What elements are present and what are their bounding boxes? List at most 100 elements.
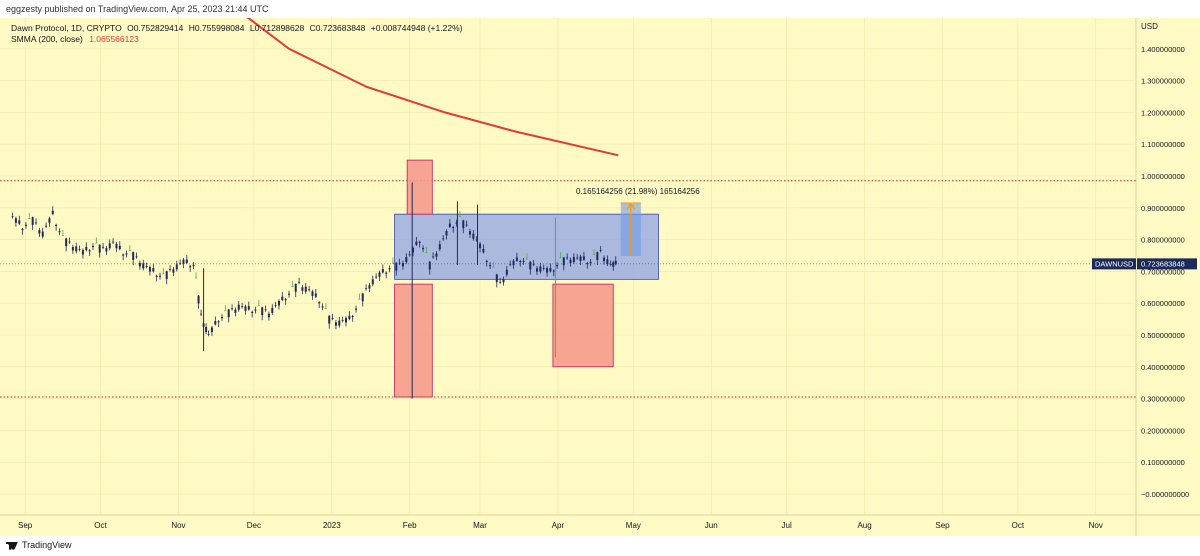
price-axis[interactable]: 1.400000000 1.300000000 1.200000000 1.10000… xyxy=(1141,45,1189,499)
candle-body xyxy=(301,287,304,291)
candle-body xyxy=(458,216,461,217)
candle-body xyxy=(391,262,394,264)
range-box xyxy=(394,213,659,280)
candle-body xyxy=(452,226,455,229)
time-tick-label: Nov xyxy=(1089,521,1103,530)
candle-body xyxy=(182,259,185,265)
candle-body xyxy=(368,285,371,289)
candle-body xyxy=(438,244,441,250)
price-tick-label: 1.100000000 xyxy=(1141,140,1185,149)
price-tick-label: −0.000000000 xyxy=(1141,490,1189,499)
candle-body xyxy=(197,295,200,304)
candle-body xyxy=(281,296,284,301)
candle-body xyxy=(606,259,609,265)
candle-body xyxy=(529,261,532,270)
candle-body xyxy=(28,218,31,219)
candle-body xyxy=(308,289,311,291)
time-tick-label: Mar xyxy=(473,521,487,530)
candle-body xyxy=(175,264,178,270)
candle-body xyxy=(499,281,502,283)
candle-body xyxy=(465,224,468,226)
candle-body xyxy=(445,231,448,236)
candle-body xyxy=(257,305,260,306)
candle-body xyxy=(11,216,14,218)
time-tick-label: Sep xyxy=(18,521,33,530)
candle-body xyxy=(61,235,64,236)
candle-body xyxy=(24,224,27,226)
candle-body xyxy=(358,298,361,300)
time-tick-label: Jun xyxy=(705,521,718,530)
candle-body xyxy=(298,281,301,283)
candle-body xyxy=(582,256,585,260)
candle-body xyxy=(267,313,270,318)
candle-body xyxy=(328,315,331,324)
time-tick-label: 2023 xyxy=(323,521,341,530)
red-box xyxy=(394,283,433,398)
candle-body xyxy=(165,271,168,280)
candle-body xyxy=(569,259,572,264)
candle-body xyxy=(576,257,579,259)
candle-body xyxy=(475,239,478,241)
candle-body xyxy=(210,327,213,332)
candle-body xyxy=(231,308,234,310)
candle-body xyxy=(189,266,192,268)
price-tick-label: 1.400000000 xyxy=(1141,45,1185,54)
candle-body xyxy=(314,293,317,297)
indicator-value: 1.065566123 xyxy=(89,34,139,44)
candle-body xyxy=(241,306,244,308)
candle-body xyxy=(334,322,337,326)
candle-body xyxy=(207,333,210,335)
candle-body xyxy=(145,266,148,267)
indicator-legend[interactable]: SMMA (200, close) 1.065566123 xyxy=(11,34,139,44)
candle-body xyxy=(344,317,347,323)
candle-body xyxy=(549,268,552,272)
candle-body xyxy=(388,268,391,270)
candle-body xyxy=(572,257,575,263)
candles xyxy=(11,182,617,399)
candle-body xyxy=(596,252,599,260)
price-tick-label: 0.800000000 xyxy=(1141,236,1185,245)
candle-body xyxy=(515,257,518,261)
measure-label: 0.165164256 (21.98%) 165164256 xyxy=(576,187,700,196)
price-tick-label: 0.600000000 xyxy=(1141,299,1185,308)
candle-body xyxy=(95,242,98,244)
price-tick-label: 1.300000000 xyxy=(1141,77,1185,86)
candle-body xyxy=(318,302,321,304)
symbol-tag-bg xyxy=(1092,258,1136,270)
candle-body xyxy=(525,258,528,260)
time-axis[interactable]: Sep Oct Nov Dec 2023 Feb Mar Apr May Jun Jul Aug Sep… xyxy=(18,521,1103,530)
candle-body xyxy=(75,246,78,252)
tradingview-logo: TradingView xyxy=(6,540,72,550)
candle-body xyxy=(502,278,505,283)
price-tick-label: 1.000000000 xyxy=(1141,172,1185,181)
candle-body xyxy=(217,321,220,323)
candle-body xyxy=(155,275,158,277)
candle-body xyxy=(552,270,555,272)
candle-body xyxy=(135,256,138,258)
candle-body xyxy=(375,276,378,278)
candle-body xyxy=(331,317,334,319)
candle-body xyxy=(351,316,354,318)
candle-body xyxy=(38,230,41,234)
candle-body xyxy=(401,262,404,267)
candle-body xyxy=(398,262,401,264)
candle-body xyxy=(415,241,418,245)
indicator-name: SMMA (200, close) xyxy=(11,34,83,44)
measure-tool[interactable] xyxy=(620,202,641,256)
candle-body xyxy=(274,305,277,307)
candle-body xyxy=(479,243,482,249)
footer xyxy=(0,536,1200,556)
price-chart[interactable]: USD 0.165164256 (21.98%) 165164256 1.400… xyxy=(0,18,1200,536)
candle-body xyxy=(422,248,425,250)
candle-body xyxy=(468,231,471,235)
candle-body xyxy=(162,273,165,275)
candle-body xyxy=(412,247,415,253)
candle-body xyxy=(224,310,227,312)
price-tick-label: 0.400000000 xyxy=(1141,363,1185,372)
candle-body xyxy=(271,307,274,313)
time-tick-label: Sep xyxy=(935,521,950,530)
candle-body xyxy=(385,272,388,274)
candle-body xyxy=(614,260,617,265)
smma-layer xyxy=(246,18,619,157)
drawing-boxes[interactable] xyxy=(394,159,659,398)
